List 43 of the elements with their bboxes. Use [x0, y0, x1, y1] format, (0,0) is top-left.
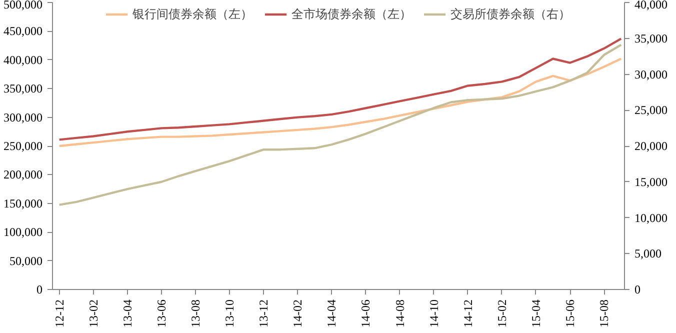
legend-label: 交易所债券余额（右）	[450, 6, 570, 22]
x-tick-label: 15-04	[528, 299, 543, 328]
x-tick-label: 14-04	[324, 299, 339, 328]
y2-tick-label: 40,000	[634, 0, 668, 12]
line-series	[58, 58, 622, 148]
x-tick-label: 13-08	[188, 299, 202, 328]
y-tick-label: 250,000	[4, 139, 42, 153]
x-tick-label: 15-08	[597, 299, 612, 328]
y-tick-label: 50,000	[10, 254, 42, 268]
y2-tick-label: 10,000	[634, 210, 668, 225]
x-tick-label: 13-02	[86, 299, 100, 328]
y2-tick-label: 25,000	[634, 103, 668, 118]
y2-tick-label: 0	[634, 282, 640, 296]
x-tick-label: 15-06	[563, 299, 578, 328]
y-tick-label: 0	[36, 282, 42, 296]
x-tick-label: 15-02	[494, 299, 509, 328]
y-tick-label: 150,000	[4, 196, 42, 210]
x-tick-label: 12-12	[52, 299, 66, 328]
legend-label: 银行间债券余额（左）	[132, 6, 252, 22]
x-tick-label: 14-12	[460, 299, 475, 328]
x-tick-label: 14-08	[392, 299, 407, 328]
x-tick-label: 14-06	[358, 299, 373, 328]
line-series	[58, 44, 622, 206]
legend-label: 全市场债券余额（左）	[292, 6, 412, 22]
y-tick-label: 200,000	[4, 168, 42, 182]
y-tick-label: 400,000	[4, 52, 42, 67]
y-tick-label: 100,000	[4, 225, 42, 240]
y-tick-label: 450,000	[4, 24, 42, 38]
x-tick-label: 13-10	[222, 299, 237, 328]
y2-tick-label: 30,000	[634, 67, 668, 82]
y-tick-label: 300,000	[4, 110, 42, 124]
y2-tick-label: 5,000	[634, 246, 662, 261]
x-tick-label: 13-12	[256, 299, 271, 328]
x-tick-label: 13-04	[120, 299, 134, 328]
line-series	[58, 38, 622, 141]
x-tick-label: 14-10	[426, 299, 441, 328]
x-tick-label: 13-06	[154, 299, 168, 328]
y2-tick-label: 35,000	[634, 31, 668, 46]
y-tick-label: 500,000	[4, 0, 42, 12]
y2-tick-label: 20,000	[634, 139, 668, 153]
y-tick-label: 350,000	[4, 82, 42, 96]
x-tick-label: 14-02	[290, 299, 305, 328]
y2-tick-label: 15,000	[634, 174, 668, 189]
